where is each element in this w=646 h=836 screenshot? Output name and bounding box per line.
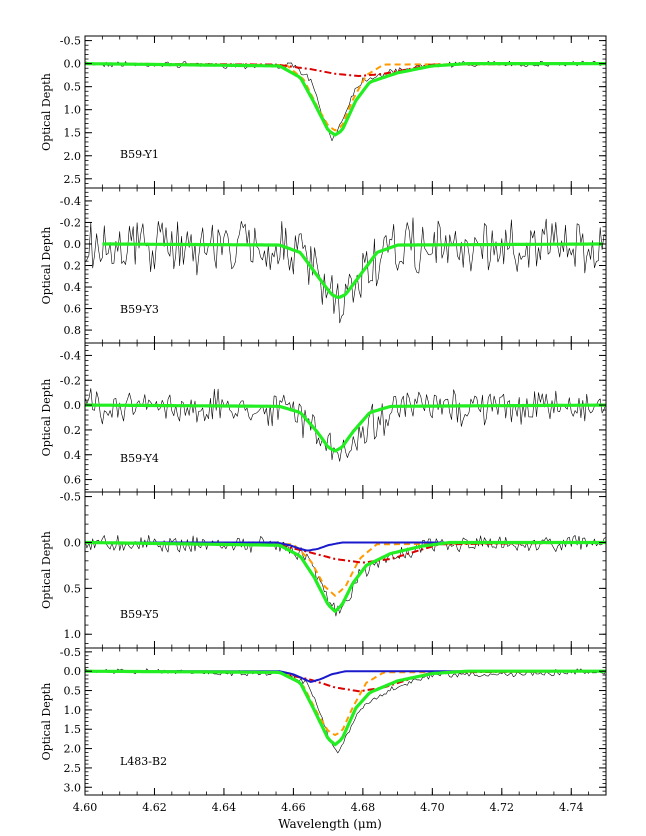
y-tick-label: 2.5	[64, 173, 82, 186]
panel-plot-area	[85, 667, 606, 754]
y-tick-label: 0.0	[64, 58, 82, 71]
y-axis-title: Optical Depth	[40, 683, 53, 761]
series-broad-line	[85, 670, 606, 693]
y-tick-label: 0.0	[64, 665, 82, 678]
y-axis-title: Optical Depth	[40, 227, 53, 305]
series-narrow-line	[85, 670, 606, 736]
y-tick-label: 0.0	[64, 536, 82, 549]
series-narrow-line	[85, 541, 606, 597]
y-tick-label: 1.0	[64, 628, 82, 641]
y-tick-label: 0.2	[64, 424, 82, 437]
series-observed-line	[85, 60, 606, 142]
y-tick-label: -0.5	[60, 646, 81, 659]
panel-b59-y1: -0.5 0.0 0.5 1.0 1.5 2.0 2.5 Optical Depth B59-Y…	[40, 35, 607, 189]
y-tick-label: 0.6	[64, 303, 82, 316]
panel-label: B59-Y5	[120, 608, 159, 621]
panel-b59-y5: -0.5 0.0 0.5 1.0 Optical Depth B59-Y5	[40, 491, 607, 649]
y-tick-label: 0.5	[64, 582, 82, 595]
y-tick-label: 0.2	[64, 260, 82, 273]
x-tick-label: 4.70	[420, 801, 445, 814]
y-tick-label: 0.6	[64, 474, 82, 487]
y-axis-title: Optical Depth	[40, 73, 53, 151]
series-total-fit-line	[85, 403, 606, 453]
series-total-fit-line	[85, 62, 606, 137]
series-observed-line	[85, 667, 606, 754]
panel-plot-area	[85, 217, 606, 324]
y-tick-label: 1.5	[64, 127, 82, 140]
y-tick-label: 0.5	[64, 81, 82, 94]
y-tick-label: -0.2	[60, 216, 81, 229]
y-tick-label: 1.0	[64, 104, 82, 117]
panel-label: L483-B2	[120, 755, 167, 768]
series-total-fit-line	[85, 669, 606, 747]
y-tick-label: 0.4	[64, 281, 82, 294]
y-tick-label: 0.8	[64, 324, 82, 337]
y-tick-label: 1.0	[64, 704, 82, 717]
y-tick-label: 2.5	[64, 762, 82, 775]
series-total-fit-line	[85, 540, 606, 613]
y-tick-label: -0.2	[60, 374, 81, 387]
y-tick-label: 3.0	[64, 781, 82, 794]
y-axis-title: Optical Depth	[40, 379, 53, 457]
x-tick-label: 4.62	[142, 801, 167, 814]
series-observed-line	[85, 217, 606, 324]
panel-l483-b2: -0.5 0.0 0.5 1.0 1.5 2.0 2.5 3.0 Optical Depth L4…	[40, 646, 607, 796]
y-tick-label: 0.0	[64, 238, 82, 251]
y-tick-label: -0.5	[60, 491, 81, 504]
panel-plot-area	[85, 535, 606, 617]
y-tick-label: 0.0	[64, 399, 82, 412]
x-axis-title: Wavelength (μm)	[278, 817, 382, 831]
x-tick-label: 4.64	[212, 801, 237, 814]
y-axis-title: Optical Depth	[40, 531, 53, 609]
panel-label: B59-Y3	[120, 303, 159, 316]
panel-label: B59-Y1	[120, 148, 159, 161]
x-tick-label: 4.68	[351, 801, 376, 814]
series-observed-line	[85, 535, 606, 617]
panel-frame	[84, 187, 607, 344]
panel-frame	[84, 491, 607, 649]
panel-b59-y3: -0.4 -0.2 0.0 0.2 0.4 0.6 0.8 Optical Depth B59-…	[40, 187, 607, 344]
y-tick-label: 0.4	[64, 449, 82, 462]
panel-frame	[84, 342, 607, 493]
y-tick-label: 2.0	[64, 150, 82, 163]
x-tick-label: 4.60	[73, 801, 98, 814]
x-tick-label: 4.72	[490, 801, 515, 814]
y-tick-label: 1.5	[64, 723, 82, 736]
series-observed-line	[85, 388, 606, 462]
panel-label: B59-Y4	[120, 452, 159, 465]
x-tick-label: 4.66	[281, 801, 306, 814]
y-tick-label: 2.0	[64, 743, 82, 756]
panel-frame	[84, 35, 607, 189]
y-tick-label: 0.5	[64, 685, 82, 698]
x-tick-label: 4.74	[559, 801, 584, 814]
y-tick-label: -0.4	[60, 195, 81, 208]
y-tick-label: -0.5	[60, 35, 81, 48]
panel-plot-area	[85, 388, 606, 462]
x-axis-ticks: 4.60 4.62 4.64 4.66 4.68 4.70 4.72 4.74	[73, 801, 584, 814]
panel-plot-area	[85, 60, 606, 142]
series-total-fit-line	[102, 242, 603, 299]
panel-b59-y4: -0.4 -0.2 0.0 0.2 0.4 0.6 Optical Depth B59-Y4	[40, 342, 607, 493]
panel-stack: -0.5 0.0 0.5 1.0 1.5 2.0 2.5 Optical Depth B59-Y…	[40, 35, 607, 796]
y-tick-label: -0.4	[60, 349, 81, 362]
